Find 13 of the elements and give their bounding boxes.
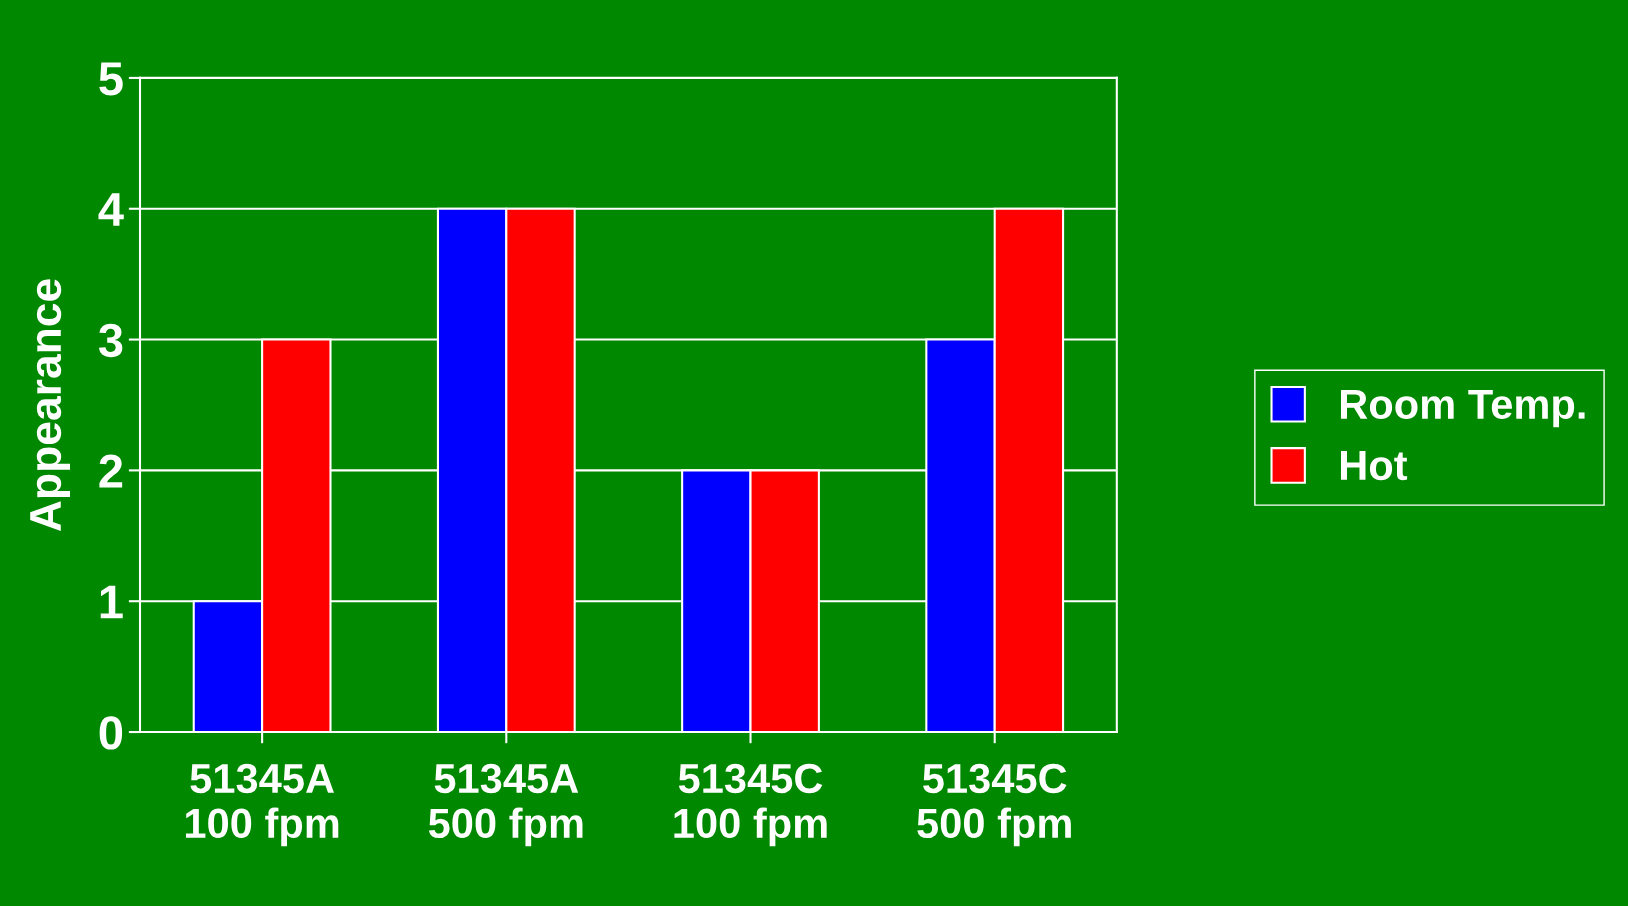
x-tick-label: 51345A 500 fpm bbox=[428, 763, 583, 847]
x-tick-label: 51345C 500 fpm bbox=[917, 763, 1071, 847]
y-tick-label: 2 bbox=[99, 454, 123, 488]
x-tick-label: 51345A 100 fpm bbox=[186, 763, 339, 847]
y-tick-label: 1 bbox=[100, 585, 123, 619]
legend-label: Room Temp. bbox=[1340, 389, 1585, 428]
x-tick-label: 51345C 100 fpm bbox=[674, 763, 827, 847]
y-tick-label: 0 bbox=[99, 716, 123, 750]
y-tick-label: 3 bbox=[98, 323, 123, 358]
legend-label: Hot bbox=[1340, 451, 1408, 481]
y-tick-label: 4 bbox=[98, 193, 124, 226]
y-axis-title: Appearance bbox=[30, 279, 70, 532]
y-tick-label: 5 bbox=[99, 62, 123, 96]
